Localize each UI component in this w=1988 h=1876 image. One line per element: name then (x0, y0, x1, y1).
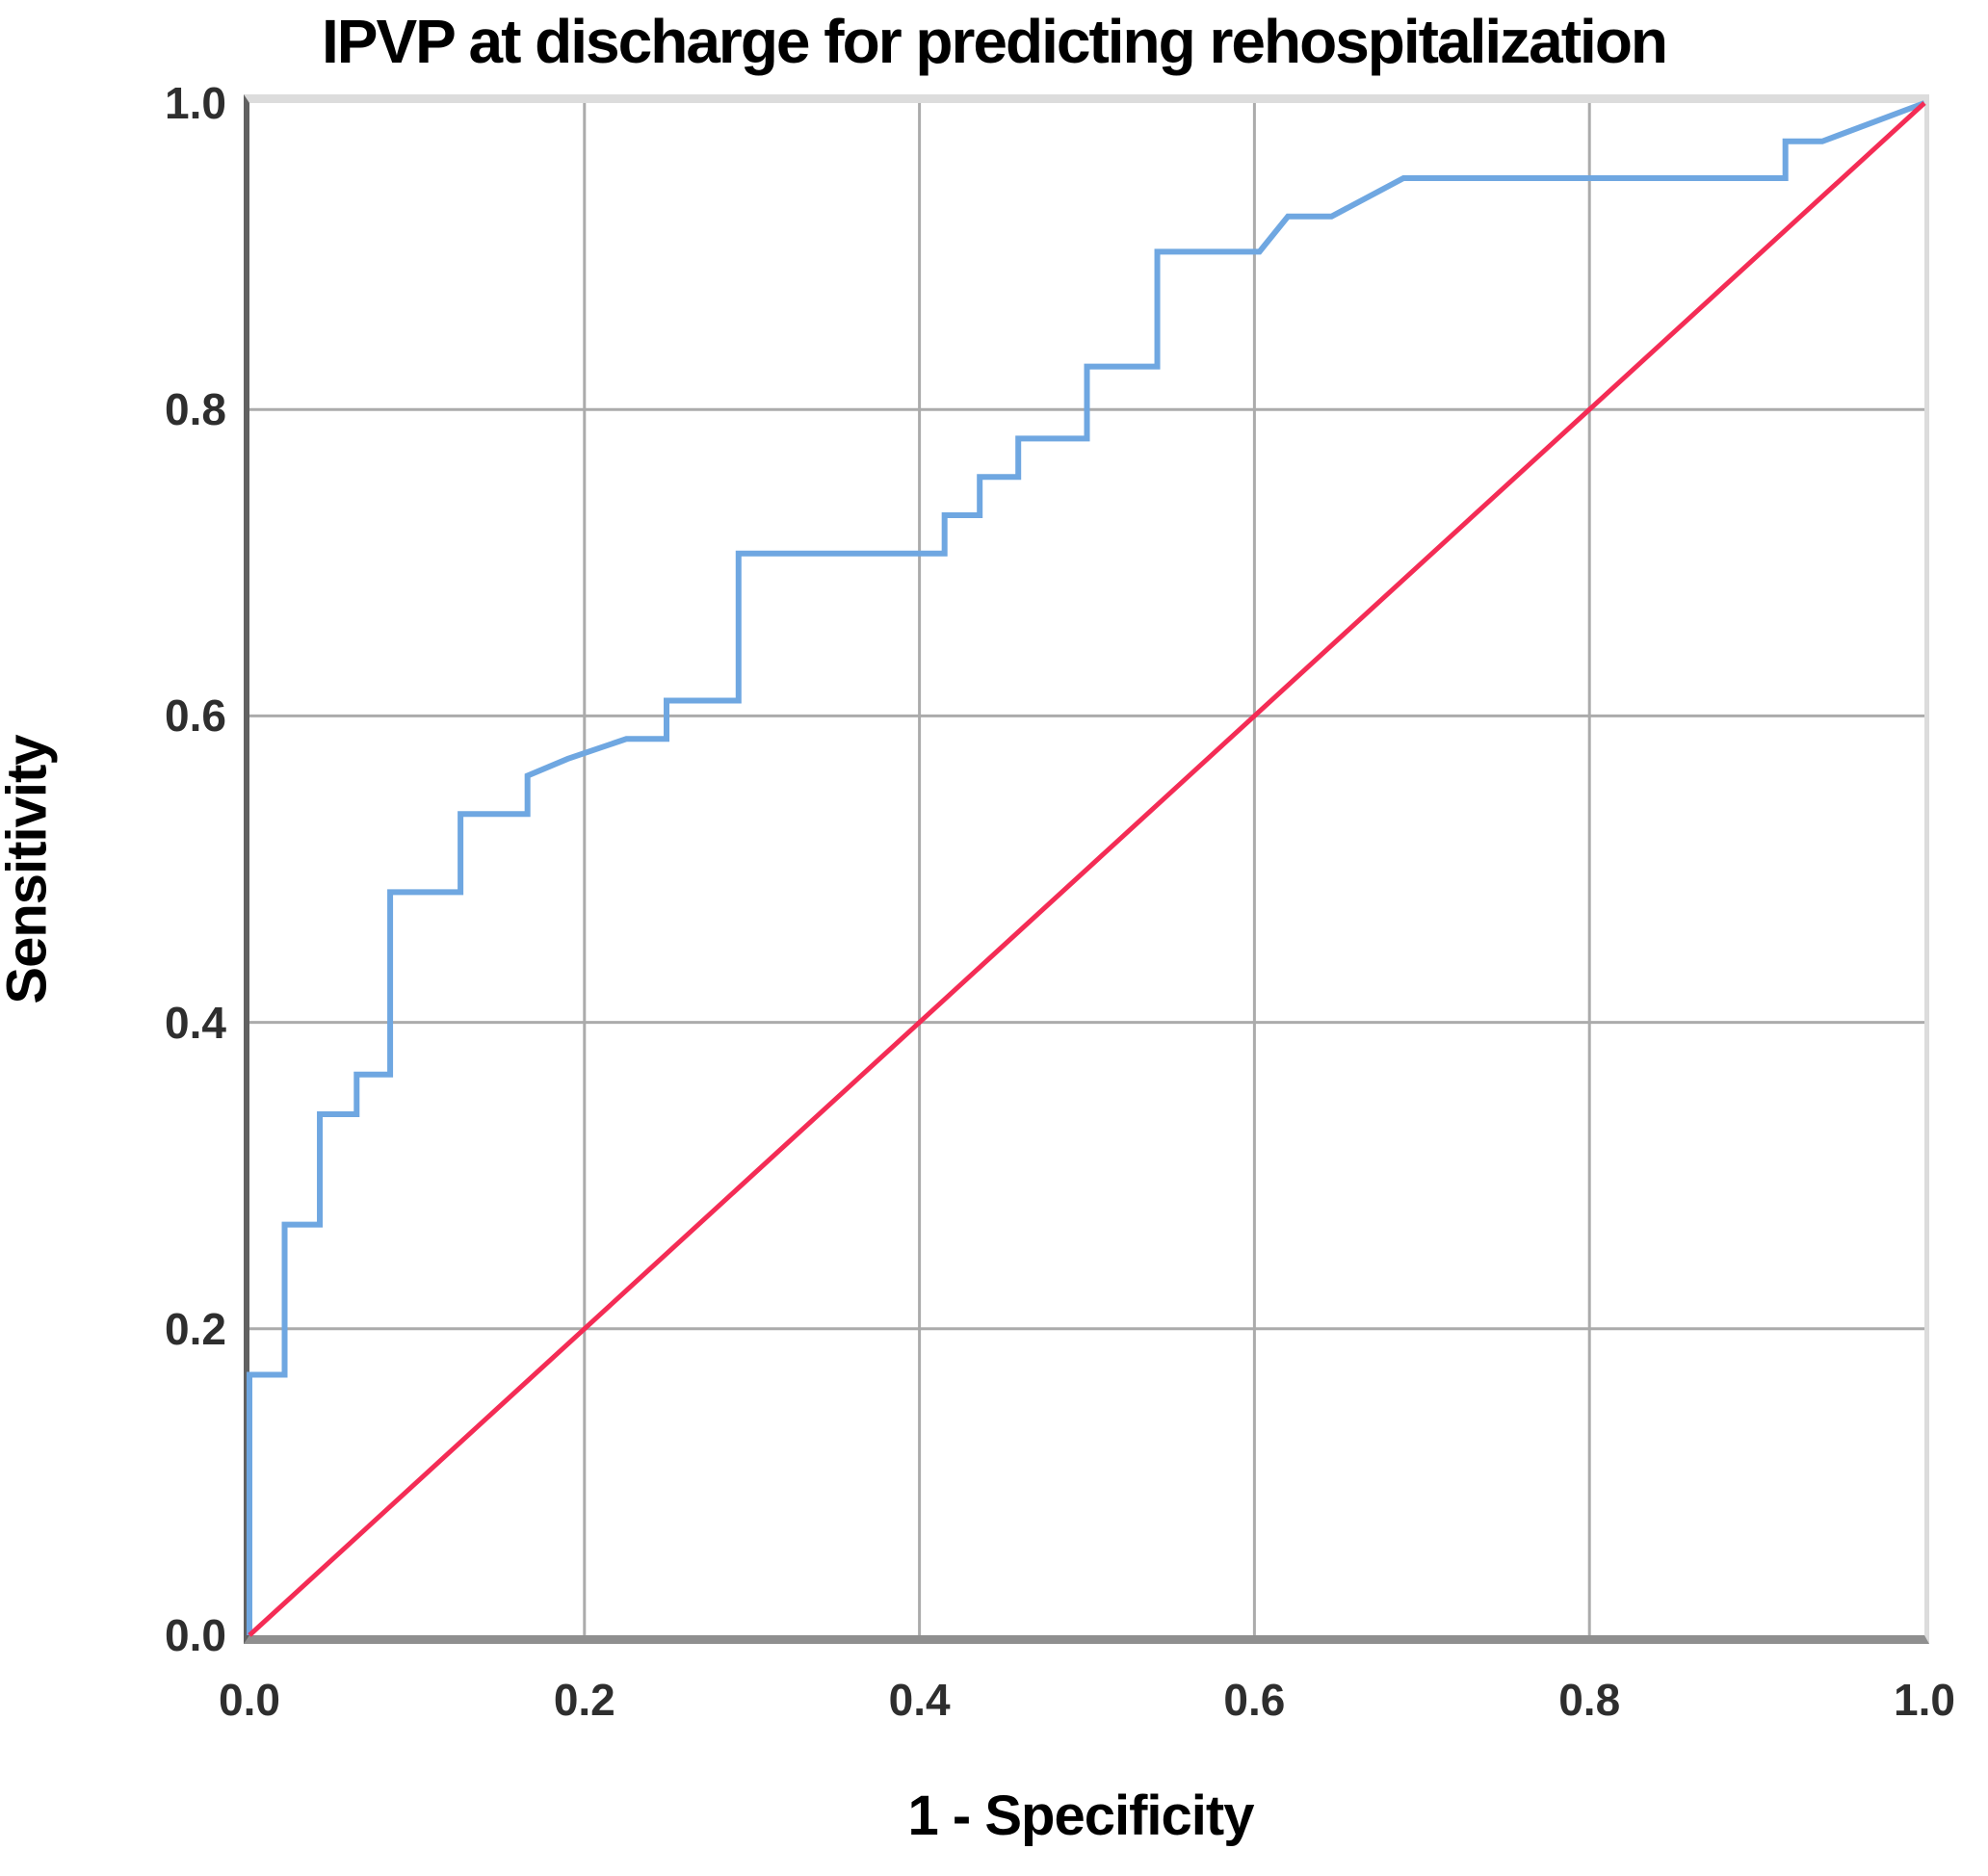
y-tick-label: 0.2 (165, 1303, 226, 1354)
x-axis-label: 1 - Specificity (907, 1785, 1255, 1847)
y-tick-label: 0.4 (165, 997, 226, 1048)
roc-plot-canvas (247, 100, 1926, 1637)
y-tick-label: 0.6 (165, 690, 226, 742)
x-tick-label: 1.0 (1894, 1675, 1955, 1725)
x-tick-label: 0.8 (1558, 1675, 1621, 1725)
x-tick-label: 0.2 (553, 1675, 615, 1725)
plot-area (244, 94, 1929, 1644)
y-tick-label: 0.8 (165, 384, 226, 435)
y-tick-label: 1.0 (165, 78, 226, 128)
y-tick-label: 0.0 (165, 1610, 226, 1660)
x-tick-label: 0.0 (219, 1675, 280, 1725)
x-tick-label: 0.4 (888, 1675, 951, 1725)
reference_line (248, 101, 1926, 1637)
x-tick-label: 0.6 (1223, 1675, 1286, 1725)
chart-title: IPVP at discharge for predicting rehospi… (322, 7, 1668, 76)
roc_curve (247, 100, 1926, 1635)
y-axis-label: Sensitivity (0, 735, 59, 1004)
